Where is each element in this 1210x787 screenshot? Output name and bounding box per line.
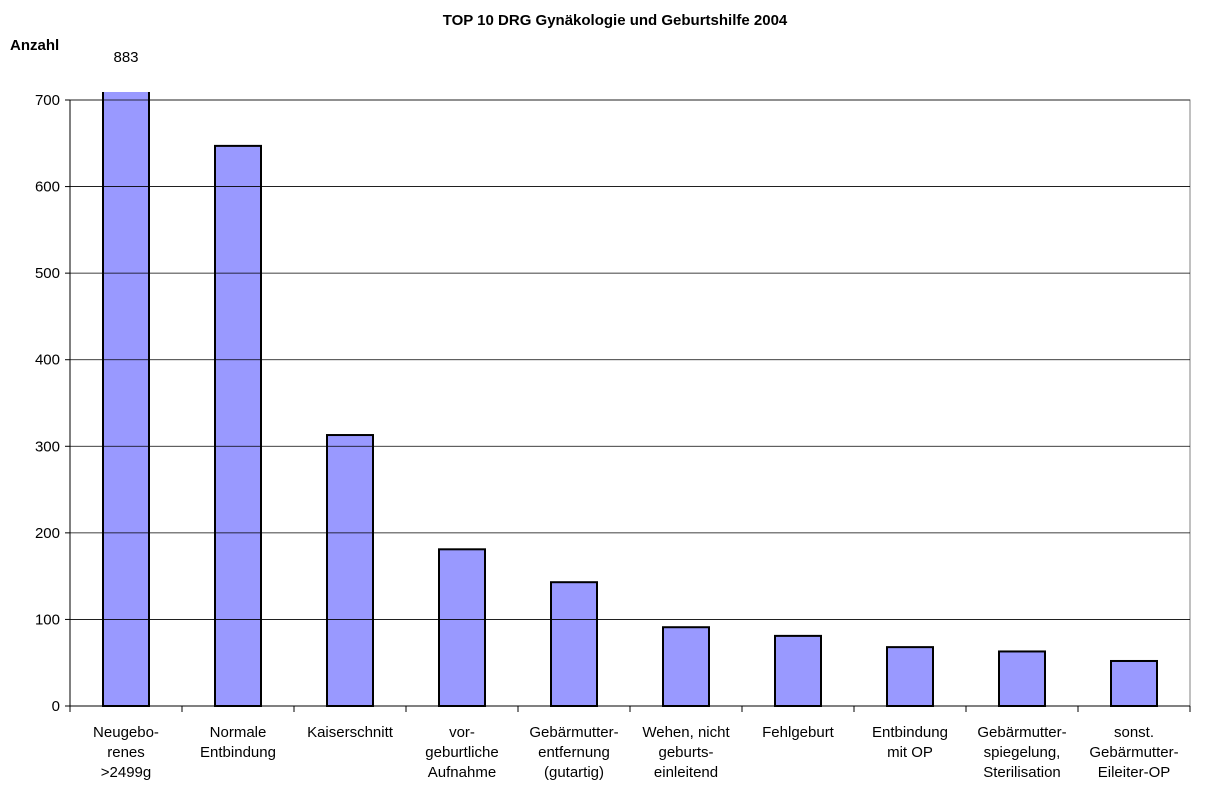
bar	[438, 548, 486, 708]
x-tick-label: Fehlgeburt	[762, 724, 835, 741]
bar	[214, 144, 262, 707]
bar	[886, 646, 934, 707]
chart-title: TOP 10 DRG Gynäkologie und Geburtshilfe …	[443, 12, 788, 29]
y-tick-label: 200	[35, 525, 60, 542]
y-tick-label: 300	[35, 438, 60, 455]
x-tick-label: Neugebo-renes >2499g	[93, 724, 159, 781]
bar	[102, 92, 150, 708]
x-tick-label: Kaiserschnitt	[307, 724, 394, 741]
bars	[102, 92, 1158, 708]
x-tick-label: vor-geburtliche Aufnahme	[425, 724, 498, 781]
y-tick-label: 400	[35, 352, 60, 369]
x-tick-label: Gebärmutter-entfernung (gutartig)	[529, 724, 618, 781]
x-tick-label: Gebärmutter-spiegelung, Sterilisation	[977, 724, 1066, 781]
x-tick-label: Wehen, nicht geburts-einleitend	[642, 724, 730, 781]
y-tick-label: 100	[35, 611, 60, 628]
value-label: 883	[113, 49, 138, 66]
x-tick-label: Entbindung mit OP	[872, 724, 948, 761]
bar	[550, 581, 598, 708]
y-tick-label: 600	[35, 179, 60, 196]
bar	[326, 434, 374, 707]
x-tick-label: Normale Entbindung	[200, 724, 276, 761]
y-tick-label: 0	[52, 698, 60, 715]
x-tick-label: sonst. Gebärmutter-Eileiter-OP	[1089, 724, 1178, 781]
y-tick-label: 500	[35, 265, 60, 282]
bar	[1110, 659, 1158, 707]
bar	[774, 634, 822, 707]
bar	[998, 650, 1046, 708]
y-tick-label: 700	[35, 92, 60, 109]
bar	[662, 626, 710, 707]
y-axis-label: Anzahl	[10, 37, 59, 54]
